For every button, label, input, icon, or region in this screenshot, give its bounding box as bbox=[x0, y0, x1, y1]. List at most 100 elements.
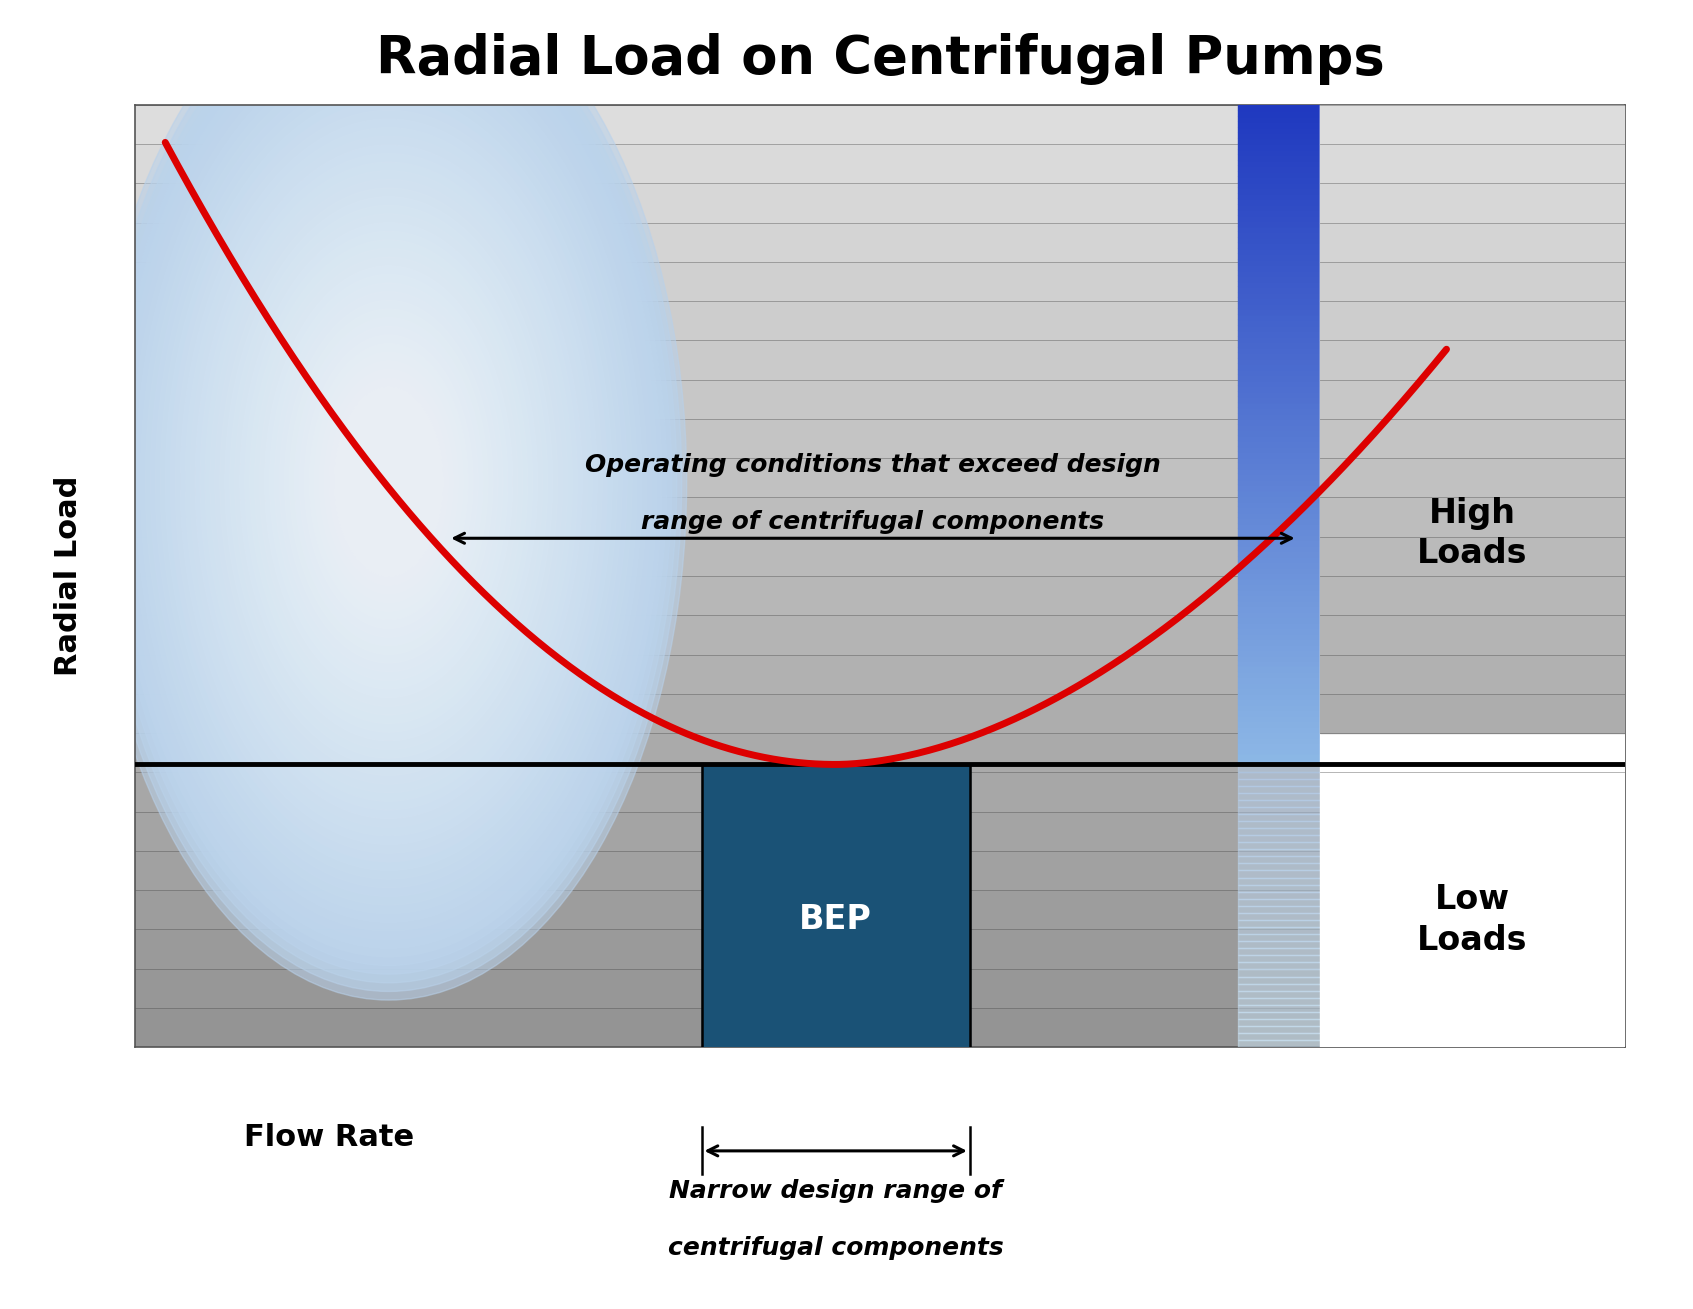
Bar bbox=[1238, 682, 1387, 687]
Ellipse shape bbox=[305, 335, 472, 628]
Bar bbox=[1238, 297, 1387, 302]
Bar bbox=[1238, 677, 1387, 682]
Bar bbox=[1238, 779, 1387, 785]
Bar bbox=[1238, 920, 1387, 927]
Bar bbox=[135, 262, 1625, 301]
Bar bbox=[135, 537, 1625, 576]
Bar bbox=[1238, 308, 1387, 314]
Bar bbox=[1238, 941, 1387, 948]
Bar bbox=[1238, 182, 1387, 187]
Bar bbox=[1238, 237, 1387, 242]
Ellipse shape bbox=[264, 266, 513, 698]
Ellipse shape bbox=[259, 257, 518, 707]
Ellipse shape bbox=[166, 93, 613, 870]
Bar bbox=[1238, 445, 1387, 452]
Bar bbox=[1238, 418, 1387, 424]
Bar bbox=[135, 851, 1625, 890]
Bar bbox=[1238, 287, 1387, 292]
Bar bbox=[1238, 314, 1387, 319]
Bar bbox=[135, 733, 1625, 772]
Bar bbox=[1238, 160, 1387, 165]
Bar bbox=[135, 969, 1625, 1008]
Bar bbox=[1238, 637, 1387, 644]
Bar bbox=[1238, 397, 1387, 402]
Bar bbox=[135, 576, 1625, 615]
Bar bbox=[1321, 654, 1625, 694]
Bar bbox=[1238, 692, 1387, 699]
Bar bbox=[1238, 912, 1387, 920]
Bar bbox=[1321, 419, 1625, 458]
Bar bbox=[1238, 906, 1387, 912]
Bar bbox=[1238, 1005, 1387, 1012]
Bar bbox=[1238, 215, 1387, 220]
Bar bbox=[1238, 704, 1387, 709]
Bar bbox=[1238, 589, 1387, 594]
Bar bbox=[1238, 462, 1387, 467]
Ellipse shape bbox=[130, 33, 647, 931]
Bar bbox=[1238, 577, 1387, 583]
Bar bbox=[1238, 555, 1387, 562]
Bar bbox=[1238, 997, 1387, 1005]
Bar bbox=[1238, 935, 1387, 941]
Bar bbox=[1238, 665, 1387, 672]
Bar bbox=[135, 380, 1625, 419]
Bar bbox=[1238, 672, 1387, 677]
Bar bbox=[1321, 262, 1625, 301]
Bar bbox=[1238, 143, 1387, 149]
Bar bbox=[1238, 927, 1387, 935]
Bar bbox=[1321, 183, 1625, 223]
Bar bbox=[1321, 144, 1625, 183]
Ellipse shape bbox=[215, 179, 562, 784]
Ellipse shape bbox=[171, 102, 608, 861]
Bar bbox=[1238, 983, 1387, 991]
Bar bbox=[1238, 605, 1387, 610]
Bar bbox=[1238, 754, 1387, 759]
Bar bbox=[135, 615, 1625, 654]
Bar bbox=[1238, 687, 1387, 692]
Ellipse shape bbox=[205, 162, 572, 801]
Bar bbox=[1238, 352, 1387, 357]
Ellipse shape bbox=[210, 170, 567, 793]
Bar bbox=[1238, 335, 1387, 342]
Bar bbox=[1238, 654, 1387, 660]
Bar bbox=[135, 183, 1625, 223]
Bar bbox=[1321, 105, 1625, 1047]
Bar bbox=[1238, 1012, 1387, 1018]
Bar bbox=[135, 772, 1625, 812]
Bar bbox=[1238, 899, 1387, 906]
Bar bbox=[135, 458, 1625, 497]
Bar bbox=[1321, 301, 1625, 340]
Ellipse shape bbox=[200, 153, 577, 810]
Ellipse shape bbox=[334, 386, 444, 577]
Bar bbox=[1238, 385, 1387, 390]
Bar bbox=[1238, 747, 1387, 754]
Text: Flow Rate: Flow Rate bbox=[244, 1123, 415, 1152]
Ellipse shape bbox=[290, 309, 488, 654]
Bar bbox=[1238, 649, 1387, 654]
Bar bbox=[1238, 977, 1387, 983]
Ellipse shape bbox=[190, 136, 587, 827]
Bar bbox=[701, 764, 970, 1047]
Ellipse shape bbox=[151, 67, 626, 897]
Bar bbox=[1238, 380, 1387, 385]
Bar bbox=[1238, 699, 1387, 704]
Bar bbox=[1238, 793, 1387, 800]
Bar bbox=[1238, 452, 1387, 457]
Text: BEP: BEP bbox=[799, 903, 872, 936]
Bar bbox=[1238, 429, 1387, 435]
Text: Low
Loads: Low Loads bbox=[1417, 884, 1527, 957]
Ellipse shape bbox=[230, 206, 547, 758]
Text: centrifugal components: centrifugal components bbox=[667, 1236, 1004, 1259]
Ellipse shape bbox=[220, 188, 557, 775]
Ellipse shape bbox=[339, 395, 438, 568]
Text: High
Loads: High Loads bbox=[1417, 496, 1527, 571]
Bar bbox=[1321, 615, 1625, 654]
Ellipse shape bbox=[91, 0, 687, 1000]
Bar bbox=[1238, 479, 1387, 484]
Bar bbox=[1321, 105, 1625, 144]
Bar bbox=[1238, 991, 1387, 997]
Bar bbox=[135, 497, 1625, 537]
Bar bbox=[1238, 856, 1387, 864]
Ellipse shape bbox=[354, 421, 423, 542]
Ellipse shape bbox=[161, 84, 618, 880]
